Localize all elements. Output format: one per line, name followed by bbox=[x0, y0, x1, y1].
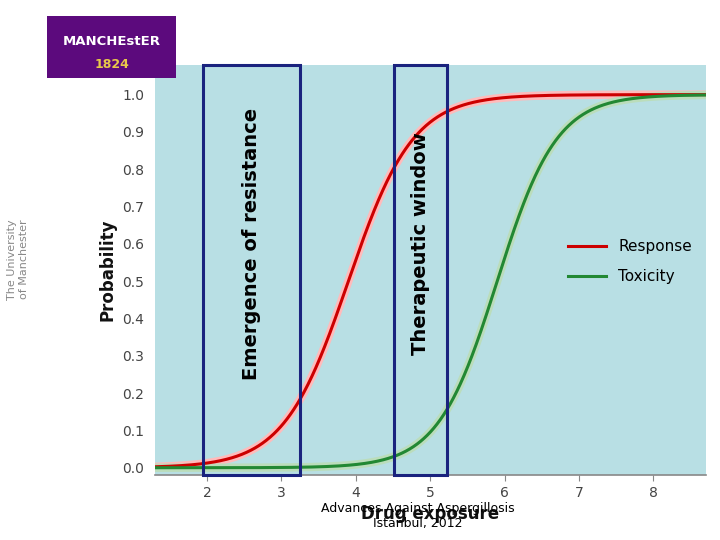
Response bbox=[393, 159, 402, 165]
Toxicity bbox=[701, 92, 710, 98]
Bar bbox=[395, 65, 446, 475]
Toxicity bbox=[580, 110, 589, 117]
Response bbox=[701, 91, 710, 98]
Toxicity bbox=[150, 464, 159, 471]
Response bbox=[373, 199, 382, 206]
Line: Toxicity: Toxicity bbox=[155, 95, 706, 468]
Text: The University
of Manchester: The University of Manchester bbox=[7, 219, 29, 300]
Toxicity bbox=[393, 452, 402, 458]
Toxicity bbox=[207, 464, 215, 471]
Response bbox=[150, 463, 159, 470]
X-axis label: Drug exposure: Drug exposure bbox=[361, 505, 499, 523]
Text: Emergence of resistance: Emergence of resistance bbox=[242, 108, 261, 380]
Response bbox=[590, 92, 598, 98]
Text: 1824: 1824 bbox=[94, 58, 129, 71]
Text: Therapeutic window: Therapeutic window bbox=[411, 132, 430, 355]
Response bbox=[528, 93, 537, 99]
Response bbox=[207, 459, 215, 465]
Legend: Response, Toxicity: Response, Toxicity bbox=[562, 233, 698, 291]
Bar bbox=[203, 65, 300, 475]
Toxicity bbox=[590, 105, 598, 112]
Line: Response: Response bbox=[155, 94, 706, 467]
Response bbox=[580, 92, 589, 98]
Toxicity bbox=[528, 178, 537, 184]
Y-axis label: Probability: Probability bbox=[99, 219, 117, 321]
Text: MANCHEstER: MANCHEstER bbox=[63, 35, 161, 48]
Text: Advances Against Aspergillosis
Istanbul, 2012: Advances Against Aspergillosis Istanbul,… bbox=[321, 502, 514, 530]
Toxicity bbox=[373, 458, 382, 464]
